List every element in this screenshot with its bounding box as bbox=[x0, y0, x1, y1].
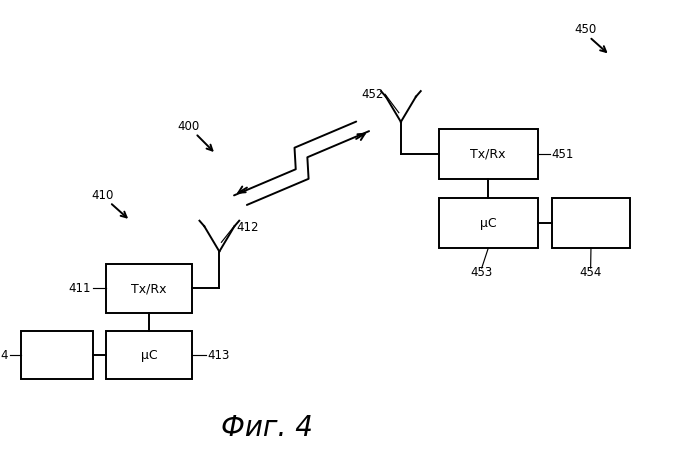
Text: 414: 414 bbox=[0, 349, 9, 362]
Bar bbox=[438, 198, 538, 248]
Bar bbox=[21, 331, 92, 379]
Text: Фиг. 4: Фиг. 4 bbox=[222, 414, 313, 441]
Text: 450: 450 bbox=[575, 23, 597, 37]
Text: 400: 400 bbox=[178, 120, 200, 133]
Text: 410: 410 bbox=[92, 189, 114, 202]
Text: 412: 412 bbox=[236, 221, 259, 234]
Text: μC: μC bbox=[140, 348, 157, 362]
Text: μC: μC bbox=[480, 217, 496, 229]
Text: Tx/Rx: Tx/Rx bbox=[131, 282, 167, 295]
Text: 452: 452 bbox=[361, 88, 384, 101]
Text: Tx/Rx: Tx/Rx bbox=[470, 148, 506, 160]
Bar bbox=[552, 198, 630, 248]
Text: 453: 453 bbox=[470, 266, 493, 279]
Bar bbox=[106, 265, 192, 313]
Text: 454: 454 bbox=[579, 266, 602, 279]
Bar bbox=[438, 129, 538, 179]
Bar bbox=[106, 331, 192, 379]
Text: 411: 411 bbox=[69, 282, 92, 295]
Text: 451: 451 bbox=[552, 148, 574, 160]
Text: 413: 413 bbox=[208, 349, 230, 362]
